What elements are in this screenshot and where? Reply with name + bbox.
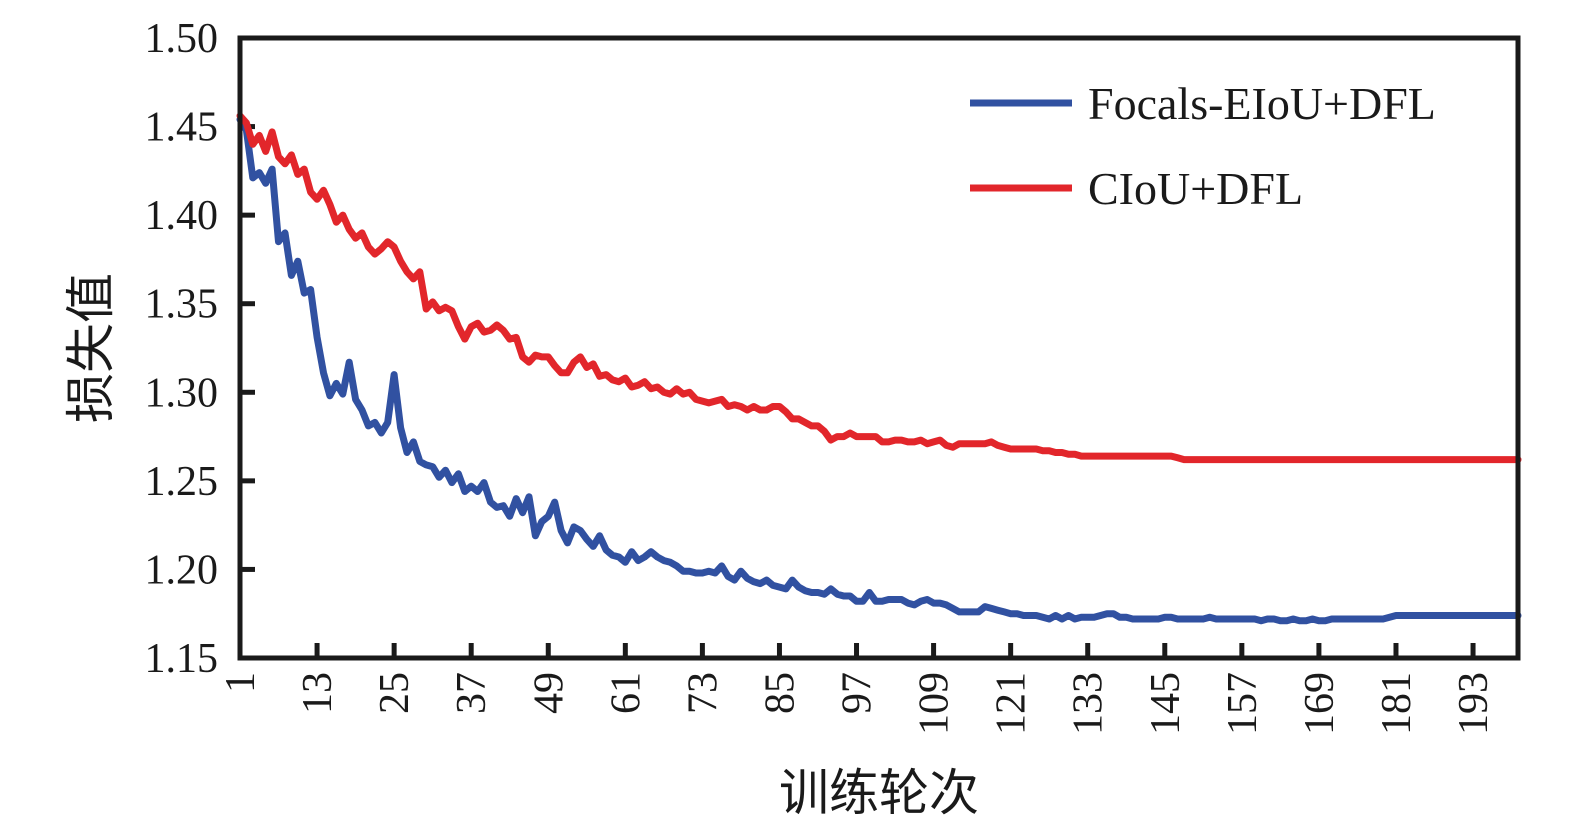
y-tick-label-1.40: 1.40 [145, 193, 219, 239]
x-tick-label-1: 1 [218, 672, 264, 693]
series-line-focals-eiou-dfl [236, 116, 1522, 625]
x-axis-title: 训练轮次 [779, 765, 979, 821]
y-tick-label-1.20: 1.20 [145, 547, 219, 593]
y-tick-label-1.50: 1.50 [145, 16, 219, 62]
y-tick-label-1.25: 1.25 [145, 459, 219, 505]
x-tick-label-169: 169 [1297, 672, 1343, 735]
x-tick-label-13: 13 [295, 672, 341, 714]
x-tick-label-109: 109 [912, 672, 958, 735]
legend: Focals-EIoU+DFL CIoU+DFL [970, 78, 1436, 214]
x-tick-label-25: 25 [372, 672, 418, 714]
x-tick-label-133: 133 [1066, 672, 1112, 735]
x-tick-label-97: 97 [835, 672, 881, 714]
x-tick-label-157: 157 [1220, 672, 1266, 735]
x-tick-label-61: 61 [603, 672, 649, 714]
x-tick-label-85: 85 [757, 672, 803, 714]
y-axis-title: 损失值 [63, 273, 119, 423]
legend-label-ciou-dfl: CIoU+DFL [1088, 163, 1303, 214]
x-tick-label-49: 49 [526, 672, 572, 714]
x-tick-label-37: 37 [449, 672, 495, 714]
y-tick-label-1.15: 1.15 [145, 636, 219, 682]
series-layer [236, 112, 1522, 625]
series-line-ciou-dfl [236, 112, 1522, 464]
x-tick-label-193: 193 [1451, 672, 1497, 735]
x-tick-label-73: 73 [680, 672, 726, 714]
x-tick-label-121: 121 [989, 672, 1035, 735]
y-tick-label-1.30: 1.30 [145, 370, 219, 416]
x-tick-label-145: 145 [1143, 672, 1189, 735]
legend-label-focals-eiou-dfl: Focals-EIoU+DFL [1088, 78, 1436, 129]
plot-border-box [237, 35, 1521, 661]
x-tick-label-181: 181 [1374, 672, 1420, 735]
y-tick-label-1.35: 1.35 [145, 282, 219, 328]
y-tick-label-1.45: 1.45 [145, 105, 219, 151]
